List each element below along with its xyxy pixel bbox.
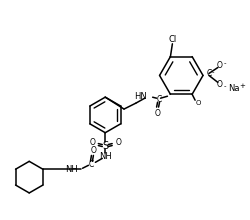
Text: -: - — [224, 83, 226, 89]
Text: O: O — [115, 138, 121, 147]
Text: O: O — [217, 80, 223, 89]
Text: O: O — [90, 138, 95, 147]
Text: +: + — [240, 83, 246, 89]
Text: NH: NH — [99, 152, 112, 161]
Text: HN: HN — [134, 92, 147, 101]
Text: C: C — [157, 95, 162, 104]
Text: -: - — [224, 61, 226, 67]
Text: O: O — [217, 61, 223, 70]
Text: O: O — [155, 108, 160, 117]
Text: S: S — [102, 141, 108, 150]
Text: Na: Na — [228, 84, 239, 93]
Text: Cl: Cl — [168, 35, 176, 44]
Text: O: O — [196, 100, 201, 106]
Text: O: O — [90, 146, 96, 155]
Text: NH: NH — [65, 165, 78, 174]
Text: C: C — [89, 160, 94, 169]
Text: C: C — [207, 69, 212, 78]
Text: -: - — [212, 70, 214, 75]
